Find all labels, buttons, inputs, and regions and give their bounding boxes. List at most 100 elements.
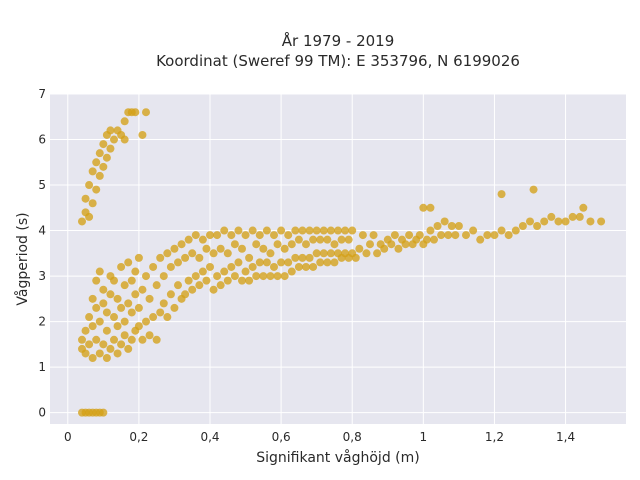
data-point xyxy=(238,276,246,285)
data-point xyxy=(561,217,570,226)
data-point xyxy=(85,340,94,349)
data-point xyxy=(277,258,286,267)
x-tick-label: 0,4 xyxy=(200,430,219,444)
data-point xyxy=(497,190,506,199)
data-point xyxy=(255,231,264,240)
data-point xyxy=(131,108,140,117)
data-point xyxy=(106,344,115,353)
data-point xyxy=(230,240,239,249)
data-point xyxy=(152,335,161,344)
data-point xyxy=(547,212,556,221)
data-point xyxy=(469,226,478,235)
grid-lines xyxy=(50,93,626,424)
data-point xyxy=(88,354,97,362)
chart-title-line-1: År 1979 - 2019 xyxy=(282,31,395,50)
data-point xyxy=(99,285,108,294)
data-point xyxy=(106,290,115,299)
data-point xyxy=(181,253,190,262)
data-point xyxy=(102,153,111,162)
data-point xyxy=(277,226,286,235)
y-tick-label: 7 xyxy=(38,87,46,101)
data-point xyxy=(110,313,118,322)
x-tick-label: 1,2 xyxy=(485,430,504,444)
data-point xyxy=(202,244,211,253)
y-tick-label: 3 xyxy=(38,269,46,283)
data-point xyxy=(209,249,218,258)
data-point xyxy=(216,281,225,290)
data-point xyxy=(102,308,111,317)
data-point xyxy=(394,244,403,253)
data-point xyxy=(230,272,239,281)
data-point xyxy=(78,217,86,226)
data-point xyxy=(113,294,122,303)
data-point xyxy=(174,281,182,290)
data-point xyxy=(302,240,310,249)
data-point xyxy=(106,126,115,135)
data-point xyxy=(262,258,271,267)
data-point xyxy=(511,226,520,235)
data-point xyxy=(326,226,335,235)
data-point xyxy=(280,244,289,253)
data-point xyxy=(238,244,246,253)
data-point xyxy=(142,317,150,326)
data-point xyxy=(191,272,200,281)
data-point xyxy=(156,308,165,317)
data-point xyxy=(138,130,147,139)
data-point xyxy=(294,262,303,271)
data-point xyxy=(216,244,225,253)
data-point xyxy=(401,240,410,249)
data-point xyxy=(380,244,389,253)
data-point xyxy=(95,317,104,326)
data-point xyxy=(440,217,449,226)
data-point xyxy=(92,276,101,285)
data-point xyxy=(134,253,143,262)
data-point xyxy=(241,231,250,240)
data-point xyxy=(284,258,293,267)
data-point xyxy=(149,313,158,322)
data-point xyxy=(159,299,168,308)
data-point xyxy=(270,262,278,271)
data-point xyxy=(262,226,271,235)
data-point xyxy=(131,290,140,299)
x-tick-label: 0 xyxy=(64,430,72,444)
data-point xyxy=(330,258,339,267)
data-point xyxy=(316,258,325,267)
data-point xyxy=(358,231,367,240)
data-point xyxy=(163,313,172,322)
data-point xyxy=(334,226,342,235)
data-point xyxy=(142,272,150,281)
data-point xyxy=(166,290,175,299)
data-point xyxy=(575,212,584,221)
y-tick-label: 5 xyxy=(38,178,46,192)
data-point xyxy=(85,212,94,221)
data-point xyxy=(526,217,534,226)
data-point xyxy=(188,249,197,258)
data-point xyxy=(309,235,318,244)
data-point xyxy=(131,267,140,276)
data-point xyxy=(451,231,460,240)
data-point xyxy=(223,249,232,258)
data-point xyxy=(120,135,129,144)
data-point xyxy=(92,185,101,194)
data-point xyxy=(120,331,129,340)
data-point xyxy=(99,408,108,417)
data-point xyxy=(145,331,154,340)
y-axis-ticks: 0 1 2 3 4 5 6 7 xyxy=(38,87,46,420)
data-point xyxy=(181,290,190,299)
data-point xyxy=(454,222,463,230)
data-point xyxy=(198,235,207,244)
data-point xyxy=(252,272,261,281)
data-point xyxy=(138,285,147,294)
data-point xyxy=(117,303,126,312)
data-point xyxy=(195,281,204,290)
data-point xyxy=(430,235,438,244)
data-point xyxy=(287,240,296,249)
x-axis-ticks: 0 0,2 0,4 0,6 0,8 1 1,2 1,4 xyxy=(64,430,575,444)
data-point xyxy=(323,235,332,244)
data-point xyxy=(540,217,549,226)
data-point xyxy=(348,226,357,235)
data-point xyxy=(88,167,97,176)
data-point xyxy=(85,181,94,190)
data-point xyxy=(529,185,538,194)
data-points xyxy=(78,108,606,417)
